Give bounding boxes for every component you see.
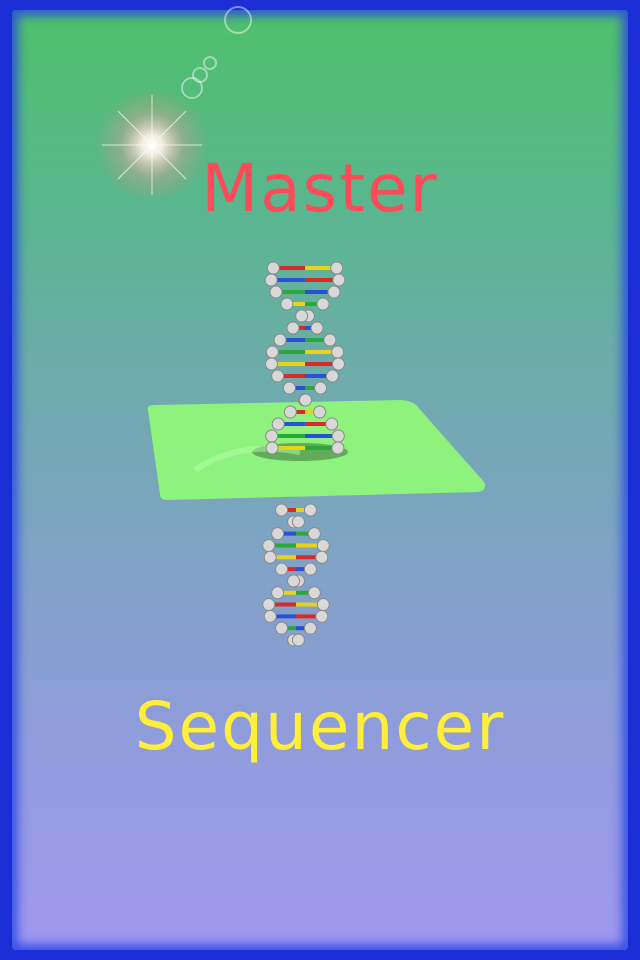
title-sequencer: Sequencer xyxy=(134,688,506,765)
nucleotide-bead xyxy=(275,621,289,635)
nucleotide-bead xyxy=(315,609,329,623)
nucleotide-bead xyxy=(275,562,289,576)
nucleotide-bead xyxy=(283,405,297,419)
nucleotide-bead xyxy=(314,381,328,395)
nucleotide-bead xyxy=(307,527,321,541)
nucleotide-bead xyxy=(330,261,344,275)
nucleotide-bead xyxy=(303,562,317,576)
nucleotide-bead xyxy=(266,261,280,275)
nucleotide-bead xyxy=(262,598,276,612)
nucleotide-bead xyxy=(325,369,339,383)
dna-helix-icon xyxy=(264,261,346,455)
nucleotide-bead xyxy=(331,441,345,455)
nucleotide-bead xyxy=(273,333,287,347)
nucleotide-bead xyxy=(310,321,324,335)
nucleotide-bead xyxy=(271,586,285,600)
nucleotide-bead xyxy=(280,297,294,311)
nucleotide-bead xyxy=(262,538,276,552)
nucleotide-bead xyxy=(269,285,283,299)
nucleotide-bead xyxy=(307,586,321,600)
nucleotide-bead xyxy=(291,633,305,647)
nucleotide-bead xyxy=(271,527,285,541)
nucleotide-bead xyxy=(316,598,330,612)
lens-flare-icon xyxy=(94,87,210,203)
nucleotide-bead xyxy=(327,285,341,299)
nucleotide-bead xyxy=(315,550,329,564)
dna-helix-icon xyxy=(262,503,330,647)
nucleotide-bead xyxy=(291,515,305,529)
nucleotide-bead xyxy=(263,550,277,564)
nucleotide-bead xyxy=(271,417,285,431)
nucleotide-bead xyxy=(265,441,279,455)
nucleotide-bead xyxy=(323,333,337,347)
nucleotide-bead xyxy=(263,609,277,623)
nucleotide-bead xyxy=(331,345,345,359)
nucleotide-bead xyxy=(275,503,289,517)
nucleotide-bead xyxy=(316,297,330,311)
nucleotide-bead xyxy=(265,357,279,371)
nucleotide-bead xyxy=(264,273,278,287)
nucleotide-bead xyxy=(265,429,279,443)
nucleotide-bead xyxy=(303,503,317,517)
nucleotide-bead xyxy=(313,405,327,419)
nucleotide-bead xyxy=(316,538,330,552)
nucleotide-bead xyxy=(303,621,317,635)
nucleotide-bead xyxy=(295,309,309,323)
nucleotide-bead xyxy=(282,381,296,395)
nucleotide-bead xyxy=(299,393,313,407)
flare-rings xyxy=(181,6,252,99)
nucleotide-bead xyxy=(265,345,279,359)
nucleotide-bead xyxy=(331,429,345,443)
nucleotide-bead xyxy=(271,369,285,383)
nucleotide-bead xyxy=(286,321,300,335)
title-master: Master xyxy=(201,150,439,227)
nucleotide-bead xyxy=(332,273,346,287)
nucleotide-bead xyxy=(331,357,345,371)
nucleotide-bead xyxy=(287,574,301,588)
nucleotide-bead xyxy=(325,417,339,431)
